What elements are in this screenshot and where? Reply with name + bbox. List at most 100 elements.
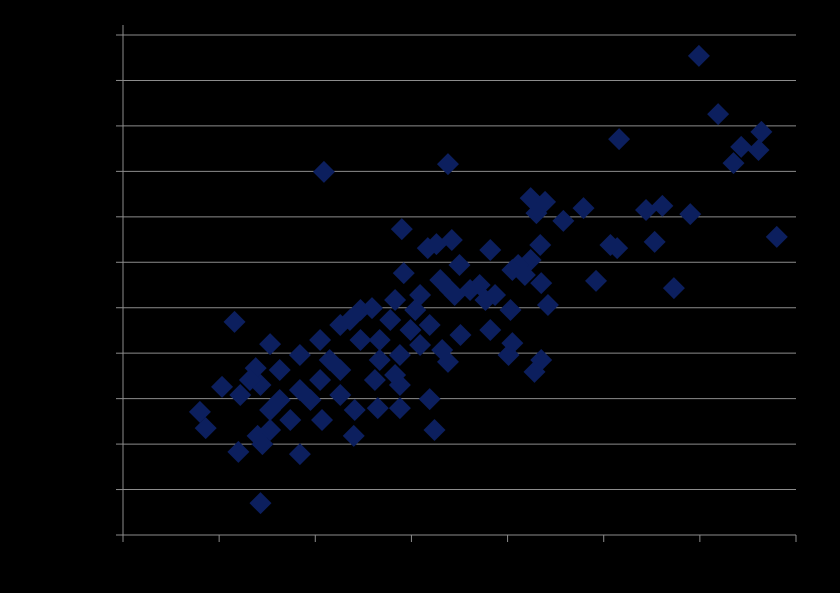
point — [194, 417, 217, 440]
point — [392, 262, 415, 285]
y-tick-label: 0 — [104, 527, 111, 541]
point — [750, 120, 773, 143]
y-tick-label: 8 — [104, 164, 111, 178]
y-tick-label: 5 — [104, 300, 111, 314]
x-tick-label: 2 — [312, 547, 319, 561]
point — [388, 397, 411, 420]
x-tick-label: 3 — [408, 547, 415, 561]
point — [251, 433, 274, 456]
point — [513, 264, 536, 286]
point — [238, 369, 261, 391]
y-tick-label: 11 — [99, 27, 112, 41]
point — [309, 369, 332, 391]
point — [416, 237, 439, 260]
x-tick-label: 0 — [120, 547, 127, 561]
point — [651, 194, 674, 217]
point — [459, 279, 482, 301]
point — [479, 319, 502, 341]
point — [311, 409, 334, 431]
point — [608, 128, 631, 151]
point — [309, 329, 332, 351]
point — [368, 349, 391, 371]
point — [418, 314, 441, 336]
point — [440, 229, 463, 251]
point — [423, 419, 446, 441]
point — [662, 277, 685, 300]
point — [479, 239, 502, 261]
point — [229, 384, 252, 406]
point — [431, 339, 454, 361]
point — [429, 269, 452, 291]
point — [449, 324, 472, 346]
x-tick-label: 5 — [600, 547, 607, 561]
point — [288, 344, 311, 366]
y-tick-label: 3 — [104, 391, 111, 405]
point — [730, 135, 753, 158]
point — [525, 202, 548, 225]
point — [366, 397, 389, 420]
point — [747, 139, 770, 161]
point — [384, 289, 407, 311]
y-tick-label: 10 — [98, 73, 112, 87]
point — [687, 44, 710, 67]
point — [418, 388, 441, 411]
point — [552, 209, 575, 232]
point — [404, 299, 427, 321]
y-tick-label: 2 — [104, 436, 111, 450]
point — [529, 234, 552, 256]
point — [279, 409, 302, 431]
point — [223, 310, 246, 333]
point — [501, 332, 524, 355]
point — [497, 344, 520, 366]
point — [338, 309, 361, 331]
x-tick-label: 7 — [793, 547, 800, 561]
y-tick-label: 1 — [104, 482, 111, 496]
point — [635, 199, 658, 221]
point — [259, 399, 282, 421]
point — [484, 284, 507, 306]
point — [643, 230, 666, 253]
point — [329, 384, 352, 406]
point — [343, 399, 366, 421]
y-tick-label: 7 — [104, 209, 111, 223]
point — [679, 203, 702, 226]
point — [722, 152, 745, 175]
point — [312, 160, 335, 183]
point — [299, 389, 322, 411]
x-tick-label: 6 — [697, 547, 704, 561]
point — [259, 333, 282, 356]
point — [390, 218, 413, 241]
point — [572, 197, 595, 220]
point — [211, 375, 234, 398]
y-tick-label: 6 — [104, 254, 111, 268]
point — [268, 359, 291, 381]
point — [399, 319, 422, 341]
point — [288, 443, 311, 466]
point — [363, 369, 386, 391]
point — [384, 364, 407, 386]
point — [361, 297, 384, 320]
point — [349, 329, 372, 351]
point — [585, 269, 608, 292]
point — [765, 225, 788, 248]
point — [318, 349, 341, 371]
point — [448, 254, 471, 276]
point — [536, 294, 559, 316]
point — [379, 309, 402, 331]
point — [523, 360, 546, 383]
point — [388, 344, 411, 366]
y-tick-label: 4 — [104, 345, 111, 359]
point — [188, 400, 211, 423]
point — [707, 103, 730, 126]
point — [606, 237, 629, 260]
point — [436, 153, 459, 176]
x-tick-label: 4 — [504, 547, 511, 561]
x-tick-label: 1 — [216, 547, 223, 561]
point — [249, 492, 272, 515]
point — [342, 424, 365, 447]
point — [530, 272, 553, 295]
point — [368, 329, 391, 351]
point — [227, 440, 250, 463]
